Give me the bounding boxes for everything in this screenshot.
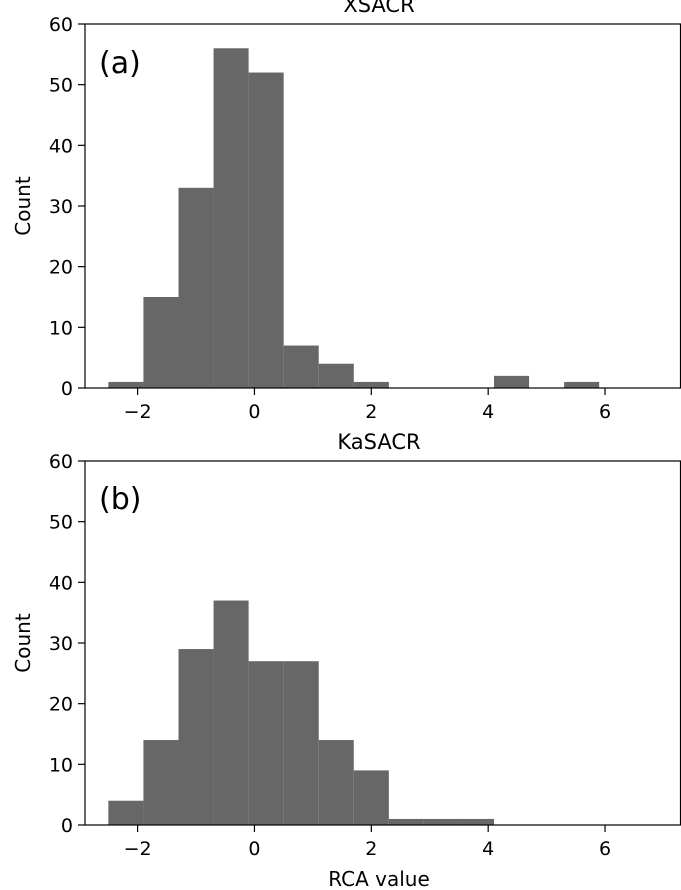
panel-title: KaSACR bbox=[337, 430, 420, 454]
histogram-bar bbox=[143, 740, 179, 825]
histogram-bar bbox=[143, 297, 179, 388]
histogram-bar bbox=[248, 661, 284, 825]
histogram-bar bbox=[353, 770, 389, 825]
histogram-bar bbox=[283, 661, 319, 825]
panel-label: (a) bbox=[99, 46, 141, 81]
y-tick-label: 30 bbox=[49, 196, 73, 218]
x-tick-label: 0 bbox=[248, 401, 260, 423]
y-axis-label: Count bbox=[11, 613, 35, 673]
x-tick-label: 6 bbox=[599, 401, 611, 423]
y-tick-label: 0 bbox=[61, 378, 73, 400]
histogram-bar bbox=[388, 818, 424, 825]
y-tick-label: 20 bbox=[49, 694, 73, 716]
x-tick-label: 4 bbox=[482, 401, 494, 423]
panel-label: (b) bbox=[99, 482, 141, 517]
histogram-bar bbox=[213, 600, 249, 825]
x-tick-label: 2 bbox=[365, 838, 377, 860]
y-tick-label: 30 bbox=[49, 633, 73, 655]
histogram-bar bbox=[283, 345, 319, 388]
xsacr-histogram-panel: 0 10 20 30 40 50 60 −2 0 2 4 6 XSACR (a) Count bbox=[11, 0, 681, 423]
histogram-bar bbox=[108, 800, 144, 825]
histogram-bar bbox=[248, 72, 284, 389]
y-tick-label: 40 bbox=[49, 135, 73, 157]
histogram-bar bbox=[178, 649, 214, 825]
y-tick-label: 0 bbox=[61, 815, 73, 837]
histogram-bar bbox=[318, 363, 354, 388]
x-tick-label: −2 bbox=[124, 838, 152, 860]
y-tick-label: 60 bbox=[49, 451, 73, 473]
x-axis-label: RCA value bbox=[328, 867, 430, 890]
y-axis-label: Count bbox=[11, 176, 35, 236]
y-tick-label: 10 bbox=[49, 754, 73, 776]
y-tick-label: 10 bbox=[49, 317, 73, 339]
histogram-bar bbox=[423, 818, 459, 825]
y-tick-label: 50 bbox=[49, 75, 73, 97]
kasacr-histogram-panel: 0 10 20 30 40 50 60 −2 0 2 4 6 KaSACR (b) Count RCA val… bbox=[11, 430, 681, 890]
y-tick-label: 20 bbox=[49, 257, 73, 279]
x-tick-label: 4 bbox=[482, 838, 494, 860]
histogram-bar bbox=[213, 48, 249, 389]
x-tick-label: 2 bbox=[365, 401, 377, 423]
y-tick-label: 60 bbox=[49, 14, 73, 36]
histogram-bar bbox=[458, 818, 495, 825]
x-tick-label: 0 bbox=[248, 838, 260, 860]
histogram-bar bbox=[564, 381, 600, 388]
histogram-bar bbox=[494, 375, 530, 388]
panel-title: XSACR bbox=[343, 0, 414, 17]
histogram-bar bbox=[108, 381, 144, 388]
x-tick-label: 6 bbox=[599, 838, 611, 860]
y-tick-label: 40 bbox=[49, 572, 73, 594]
histogram-bar bbox=[318, 740, 354, 825]
histogram-bar bbox=[353, 381, 389, 388]
y-tick-label: 50 bbox=[49, 512, 73, 534]
x-tick-label: −2 bbox=[124, 401, 152, 423]
histogram-bar bbox=[178, 187, 214, 388]
